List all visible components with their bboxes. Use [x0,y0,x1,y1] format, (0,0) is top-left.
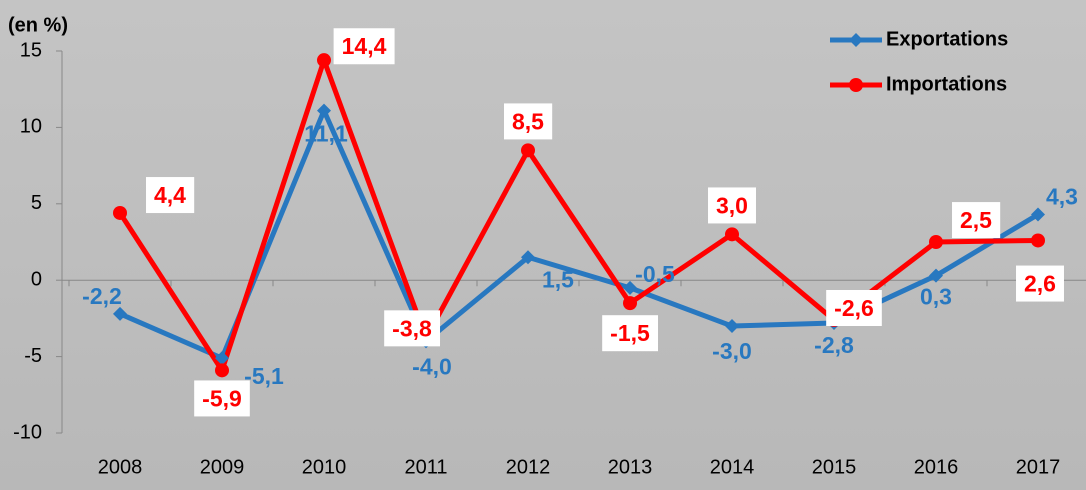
data-label-box [384,310,441,347]
data-label-group: -0,5 [635,261,675,287]
marker [215,351,229,366]
x-tick-label: 2010 [302,456,347,478]
x-tick-label: 2008 [98,456,143,478]
data-label: 8,5 [512,108,544,134]
data-label: 2,6 [1024,271,1056,297]
y-tick-label: 5 [31,192,42,214]
data-label: -3,8 [392,315,432,341]
data-label-box [708,187,756,224]
data-label-group: -5,1 [244,363,284,389]
data-label: 4,3 [1046,184,1078,210]
marker [929,268,943,283]
data-label: -4,0 [412,353,452,379]
data-label: -5,9 [202,385,242,411]
data-label: 11,1 [304,121,348,147]
data-label: -2,8 [814,332,854,358]
legend-marker [849,33,863,47]
data-label-group: -5,9 [194,380,250,417]
marker [113,205,127,220]
data-label: 4,4 [154,182,186,208]
x-tick-label: 2015 [812,456,857,478]
y-tick-label: -10 [13,421,42,443]
data-label-group: 0,3 [920,284,952,310]
data-label-box [146,177,195,214]
data-label: 3,0 [716,192,748,218]
data-label-group: 2,6 [1016,265,1064,302]
y-tick-label: 0 [31,268,42,290]
data-label-group: -2,6 [826,290,882,327]
data-label-box [194,380,250,417]
x-tick-label: 2016 [914,456,959,478]
y-tick-label: -5 [24,345,42,367]
data-label: -3,0 [712,338,752,364]
marker [1031,207,1045,222]
data-label: -2,6 [834,295,874,321]
marker [1031,233,1045,248]
y-axis-label: (en %) [8,14,68,36]
data-label-group: -4,0 [412,353,452,379]
data-label: 1,5 [542,266,574,292]
series-line [119,108,1040,361]
marker [623,280,637,295]
data-label-group: 4,3 [1046,184,1078,210]
data-label-group: -3,8 [384,310,441,347]
marker [521,143,535,158]
x-tick-label: 2014 [710,456,755,478]
marker [113,306,127,321]
data-label-group: 4,4 [146,177,195,214]
marker [725,227,739,242]
data-label-box [602,315,659,352]
marker [521,250,535,265]
data-label-group: 8,5 [504,103,553,140]
x-tick-label: 2011 [404,456,447,478]
data-label: -2,2 [82,283,122,309]
marker [215,363,229,378]
data-label-box [826,290,882,327]
data-label-box [504,103,553,140]
data-label-group: 14,4 [333,28,395,65]
y-tick-label: 10 [20,116,42,138]
data-label: 2,5 [960,207,992,233]
data-label-box [952,202,1001,239]
data-label-group: 2,5 [952,202,1001,239]
data-label: -0,5 [635,261,675,287]
data-label: 14,4 [342,33,387,59]
data-label-group: -1,5 [602,315,659,352]
series-line [117,57,1039,373]
x-tick-label: 2012 [506,456,551,478]
data-label: 0,3 [920,284,952,310]
data-label-group: -2,2 [82,283,122,309]
y-tick-label: 15 [20,39,42,61]
legend-marker [849,78,863,92]
marker [623,296,637,311]
marker [317,103,331,118]
marker [929,235,943,249]
data-label-group: -3,0 [712,338,752,364]
data-label-group: 1,5 [542,266,574,292]
marker [317,53,331,68]
data-label-box [1016,265,1064,302]
legend-label: Exportations [886,28,1008,50]
legend-label: Importations [886,73,1007,95]
data-label-group: 3,0 [708,187,756,224]
marker [725,319,739,334]
x-tick-label: 2009 [200,456,245,478]
x-tick-label: 2013 [608,456,653,478]
data-label-group: -2,8 [814,332,854,358]
x-tick-label: 2017 [1016,456,1061,478]
data-label-box [333,28,395,65]
data-label: -5,1 [244,363,284,389]
data-label-group: 11,1 [304,121,348,147]
data-label: -1,5 [610,320,650,346]
